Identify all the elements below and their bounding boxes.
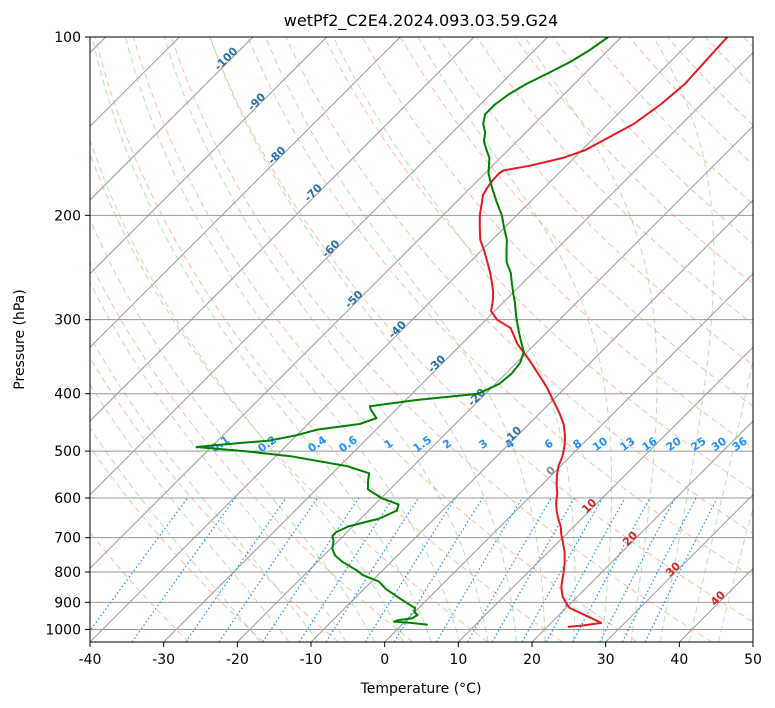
y-tick-label: 500	[54, 444, 81, 460]
mixing-ratio-line	[599, 497, 676, 642]
isotherm-line	[163, 51, 753, 642]
chart-title: wetPf2_C2E4.2024.093.03.59.G24	[284, 11, 558, 31]
dry-adiabat-line	[90, 446, 264, 642]
dry-adiabats	[90, 37, 753, 642]
dry-adiabat-line	[514, 37, 753, 285]
y-tick-label: 900	[54, 595, 81, 611]
moist-adiabat-line	[265, 37, 546, 642]
plot-frame	[89, 36, 754, 643]
moist-adiabat-line	[417, 37, 612, 642]
x-axis-ticks: -40 -30 -20 -10 0 10 20 30 40 50	[79, 642, 762, 668]
dry-adiabat-line	[90, 260, 414, 642]
moist-adiabat-line	[332, 37, 576, 642]
isotherm-line	[90, 37, 475, 422]
moist-adiabat-line	[90, 427, 261, 642]
mixing-ratio-line	[131, 497, 236, 642]
moist-adiabat-line	[91, 37, 432, 642]
moist-adiabat-line	[524, 37, 658, 642]
moist-adiabat-line	[90, 138, 404, 642]
dry-adiabat-line	[209, 37, 753, 623]
moist-adiabats	[90, 37, 753, 642]
dry-adiabat-line	[476, 37, 753, 325]
temperature-line	[478, 37, 729, 628]
mixing-ratio-line	[90, 497, 189, 632]
x-tick-label: -10	[300, 652, 323, 668]
moist-adiabat-line	[717, 506, 753, 642]
dewpoint-line	[195, 37, 609, 626]
mixing-ratio-line	[364, 497, 456, 642]
moist-adiabat-line	[653, 37, 715, 642]
isotherm-line	[531, 420, 753, 642]
y-tick-label: 100	[54, 30, 81, 46]
dry-adiabat-line	[94, 37, 563, 642]
x-tick-label: 50	[744, 652, 762, 668]
y-axis-ticks: 100 200 300 400 500 600 700 800 900 1000	[45, 30, 90, 638]
isotherm-line	[236, 125, 753, 642]
moist-adiabat-line	[688, 358, 753, 642]
x-tick-label: 20	[523, 652, 541, 668]
isotherm-line	[384, 272, 753, 642]
mixing-ratio-line	[393, 497, 484, 642]
sounding-series	[195, 37, 729, 628]
isotherm-line	[90, 37, 328, 275]
dry-adiabat-line	[90, 356, 339, 642]
mixing-ratio-lines	[90, 497, 718, 642]
dry-adiabat-line	[171, 37, 712, 642]
x-axis-label: Temperature (°C)	[360, 681, 482, 697]
x-tick-label: -30	[152, 652, 175, 668]
mixing-ratio-line	[435, 497, 523, 642]
x-tick-label: 30	[597, 652, 615, 668]
y-tick-label: 400	[54, 387, 81, 403]
moist-adiabat-line	[125, 37, 461, 642]
moist-adiabat-line	[209, 37, 517, 642]
y-tick-label: 200	[54, 208, 81, 224]
x-tick-label: 0	[380, 652, 389, 668]
x-tick-label: 10	[449, 652, 467, 668]
dry-adiabat-line	[247, 37, 753, 578]
moist-adiabat-line	[90, 281, 347, 642]
mixing-ratio-line	[545, 497, 626, 642]
dry-adiabat-line	[323, 37, 753, 491]
y-tick-label: 700	[54, 531, 81, 547]
mixing-ratio-line	[572, 497, 651, 642]
moist-adiabat-line	[90, 217, 376, 642]
isotherm-line	[90, 37, 622, 570]
moist-adiabat-line	[163, 37, 489, 642]
y-tick-label: 600	[54, 491, 81, 507]
mixing-ratio-line	[644, 497, 718, 642]
y-tick-label: 1000	[45, 622, 81, 638]
isotherm-line	[90, 37, 254, 201]
x-tick-label: -40	[79, 652, 102, 668]
isotherm-line	[90, 37, 549, 496]
isotherm-line	[605, 493, 753, 642]
y-axis-label: Pressure (hPa)	[12, 289, 28, 389]
dry-adiabat-line	[285, 37, 753, 535]
mixing-ratio-line	[262, 497, 360, 642]
x-tick-label: -20	[226, 652, 249, 668]
y-tick-label: 300	[54, 313, 81, 329]
moist-adiabat-line	[90, 335, 319, 642]
isotherm-line	[90, 37, 401, 349]
y-tick-label: 800	[54, 565, 81, 581]
x-tick-label: 40	[670, 652, 688, 668]
isotherm-line	[90, 37, 696, 642]
isotherm-line	[457, 346, 753, 642]
moist-adiabat-line	[90, 383, 290, 642]
mixing-ratio-line	[621, 497, 697, 642]
